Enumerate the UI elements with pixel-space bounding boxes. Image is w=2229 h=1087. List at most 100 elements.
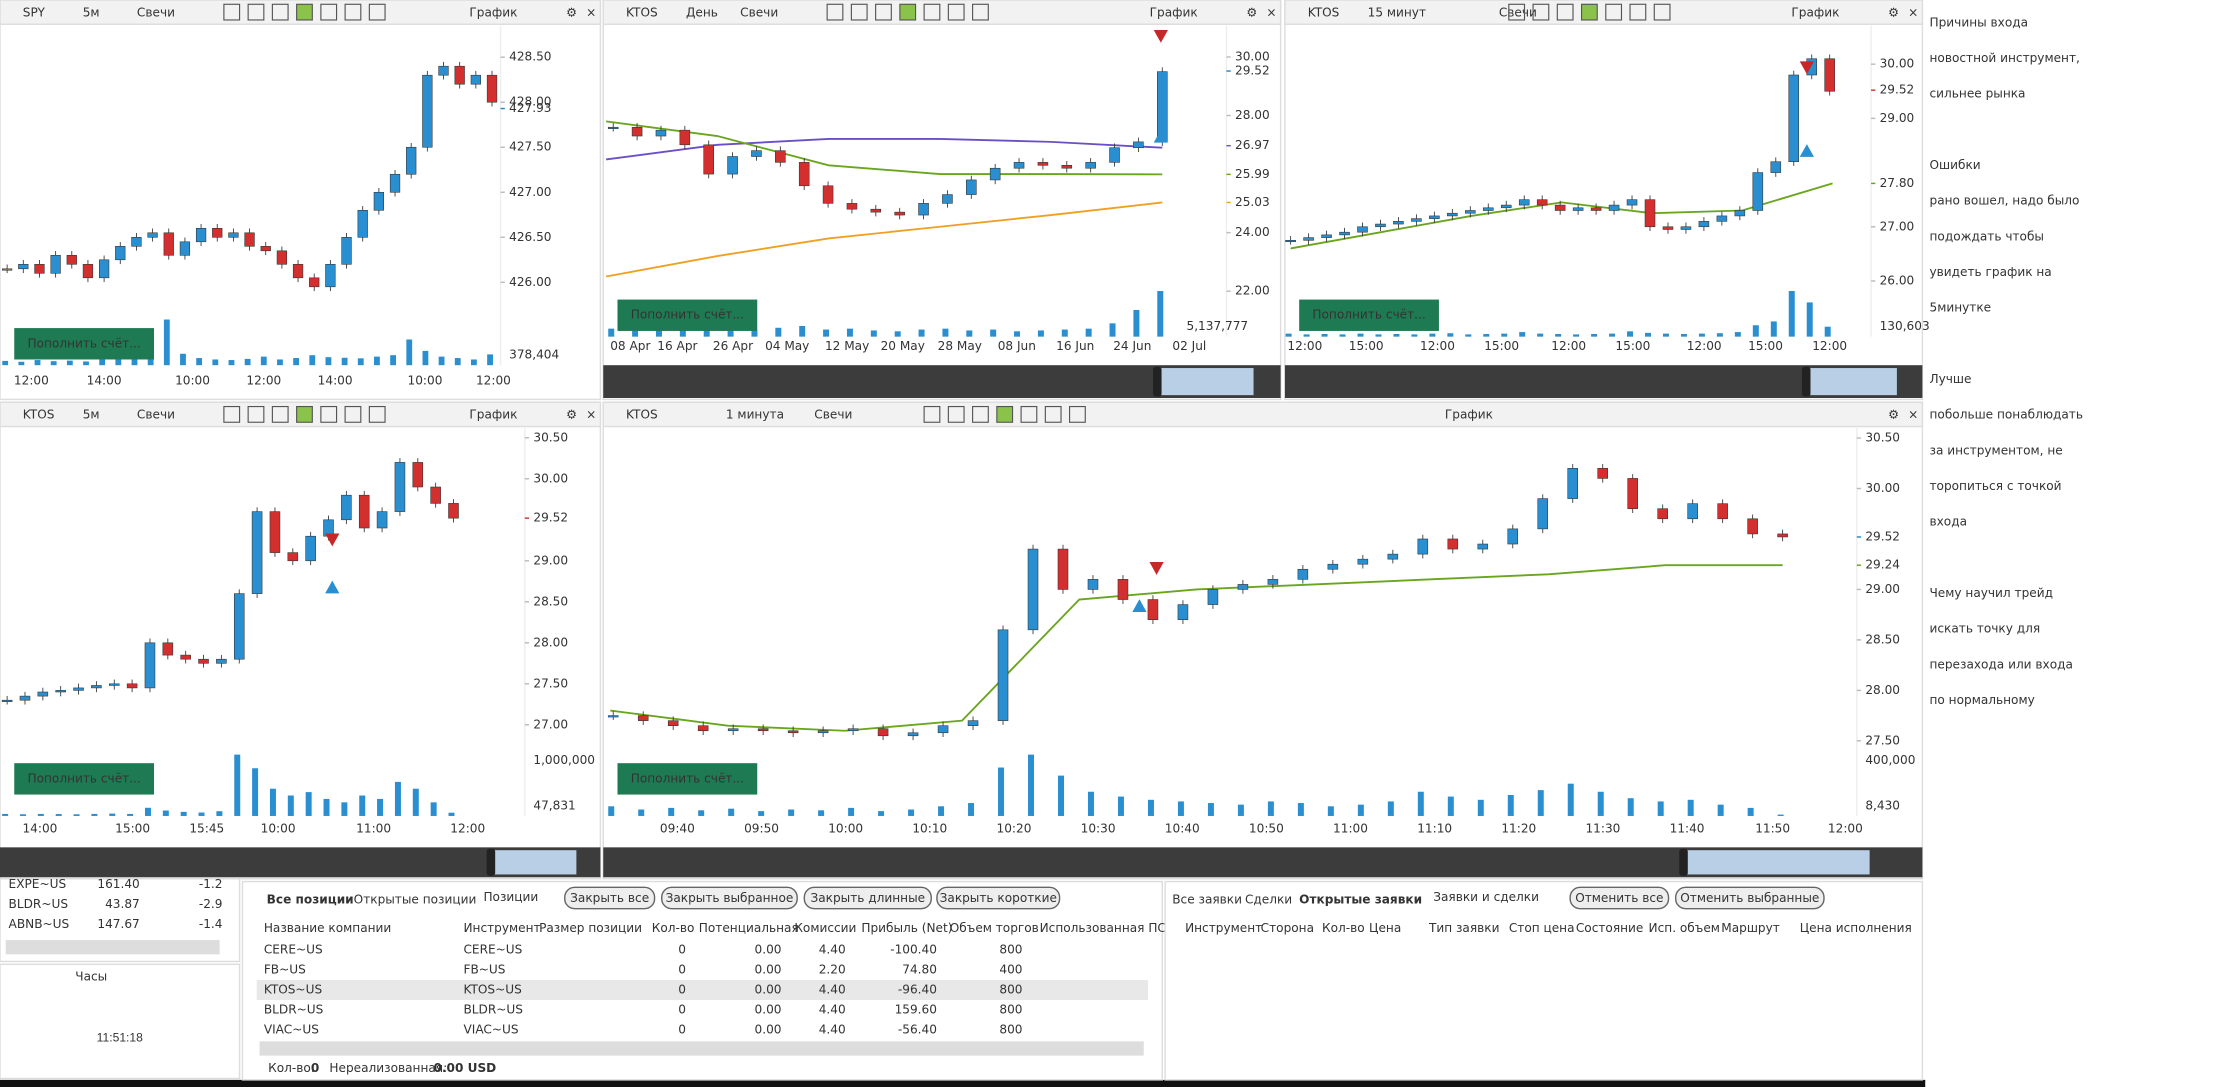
toolbar-icon[interactable] [1020,405,1038,423]
orders-tab[interactable]: Сделки [1245,893,1292,907]
toolbar-icon[interactable] [1532,3,1550,21]
scrollbar-handle[interactable] [1801,366,1811,397]
position-cell[interactable]: VIAC~US [264,1022,319,1036]
orders-button[interactable] [1674,886,1825,910]
deposit-button[interactable] [14,763,155,795]
position-cell[interactable]: CERE~US [264,943,323,957]
toolbar-icon[interactable] [296,405,313,423]
settings-button[interactable]: ⚙ [566,5,577,19]
orders-button-label[interactable]: Отменить выбранные [1680,891,1819,905]
interval-field[interactable]: 15 минут [1368,5,1426,19]
positions-button[interactable] [660,886,798,910]
settings-button[interactable]: ⚙ [1888,5,1899,19]
close-button[interactable]: × [1266,5,1276,19]
positions-button-label[interactable]: Закрыть длинные [810,891,925,905]
positions-button[interactable] [936,886,1061,910]
watch-scroll[interactable] [5,940,220,955]
column-header[interactable]: Стоп цена [1509,921,1575,935]
scrollbar-handle[interactable] [486,848,496,876]
toolbar-icon[interactable] [1508,3,1526,21]
orders-tab[interactable]: Все заявки [1172,893,1242,907]
toolbar-icon[interactable] [923,405,941,423]
toolbar-icon[interactable] [1629,3,1647,21]
deposit-button[interactable] [617,299,758,331]
positions-tab[interactable]: Все позиции [267,893,354,907]
style-field[interactable]: Свечи [137,408,175,422]
positions-button-label[interactable]: Закрыть выбранное [666,891,794,905]
toolbar-icon[interactable] [368,3,386,21]
watch-symbol[interactable]: BLDR~US [9,897,69,911]
deposit-button-label[interactable]: Пополнить счёт... [28,336,141,350]
column-header[interactable]: Объем торгов [950,921,1039,935]
toolbar-icon[interactable] [899,3,917,21]
toolbar-icon[interactable] [344,405,362,423]
toolbar-icon[interactable] [972,405,989,423]
symbol-field[interactable]: KTOS [23,408,55,422]
position-cell[interactable]: BLDR~US [264,1002,324,1016]
toolbar-icon[interactable] [247,3,265,21]
toolbar-icon[interactable] [344,3,362,21]
column-header[interactable]: Комиссии [794,921,856,935]
column-header[interactable]: Тип заявки [1428,921,1499,935]
toolbar-icon[interactable] [972,3,989,21]
symbol-field[interactable]: KTOS [1308,5,1340,19]
toolbar-icon[interactable] [875,3,892,21]
deposit-button-label[interactable]: Пополнить счёт... [28,771,141,785]
positions-tab[interactable]: Открытые позиции [354,893,477,907]
watch-symbol[interactable]: EXPE~US [9,877,67,891]
toolbar-icon[interactable] [947,405,965,423]
toolbar-icon[interactable] [1069,405,1086,423]
scrollbar-window[interactable] [492,850,577,875]
column-header[interactable]: Инструмент [1185,921,1262,935]
orders-button[interactable] [1569,886,1670,910]
scrollbar-window[interactable] [1807,368,1897,396]
deposit-button[interactable] [14,328,155,360]
column-header[interactable]: Название компании [264,921,391,935]
symbol-field[interactable]: KTOS [626,408,658,422]
position-cell[interactable]: KTOS~US [264,982,323,996]
toolbar-icon[interactable] [320,405,338,423]
toolbar-icon[interactable] [947,3,965,21]
toolbar-icon[interactable] [850,3,868,21]
position-cell[interactable]: FB~US [264,963,306,977]
symbol-field[interactable]: KTOS [626,5,658,19]
interval-field[interactable]: День [686,5,718,19]
orders-button-label[interactable]: Отменить все [1575,891,1663,905]
column-header[interactable]: Размер позиции [539,921,642,935]
style-field[interactable]: Свечи [1499,5,1537,19]
orders-tab[interactable]: Открытые заявки [1299,893,1422,907]
toolbar-icon[interactable] [1044,405,1062,423]
toolbar-icon[interactable] [1653,3,1671,21]
toolbar-icon[interactable] [271,3,289,21]
symbol-field[interactable]: SPY [23,5,46,19]
style-field[interactable]: Свечи [740,5,778,19]
positions-button[interactable] [564,886,656,910]
column-header[interactable]: Цена [1369,921,1401,935]
toolbar-icon[interactable] [271,405,289,423]
watch-symbol[interactable]: ABNB~US [9,917,70,931]
interval-field[interactable]: 5м [83,408,100,422]
positions-button[interactable] [803,886,932,910]
column-header[interactable]: Прибыль (Net) [861,921,952,935]
close-button[interactable]: × [1908,408,1918,422]
column-header[interactable]: Сторона [1261,921,1314,935]
toolbar-icon[interactable] [1605,3,1623,21]
style-field[interactable]: Свечи [137,5,175,19]
toolbar-icon[interactable] [223,3,241,21]
column-header[interactable]: Кол-во [1322,921,1365,935]
deposit-button[interactable] [1299,299,1439,331]
deposit-button[interactable] [617,763,758,795]
settings-button[interactable]: ⚙ [566,408,577,422]
positions-button-label[interactable]: Закрыть короткие [940,891,1057,905]
positions-button-label[interactable]: Закрыть все [570,891,649,905]
deposit-button-label[interactable]: Пополнить счёт... [631,308,744,322]
close-button[interactable]: × [586,5,596,19]
toolbar-icon[interactable] [296,3,313,21]
column-header[interactable]: Кол-во [652,921,695,935]
column-header[interactable]: Цена исполнения [1800,921,1912,935]
interval-field[interactable]: 5м [83,5,100,19]
column-header[interactable]: Состояние [1576,921,1644,935]
toolbar-icon[interactable] [826,3,844,21]
column-header[interactable]: Потенциальная [699,921,799,935]
toolbar-icon[interactable] [923,3,941,21]
